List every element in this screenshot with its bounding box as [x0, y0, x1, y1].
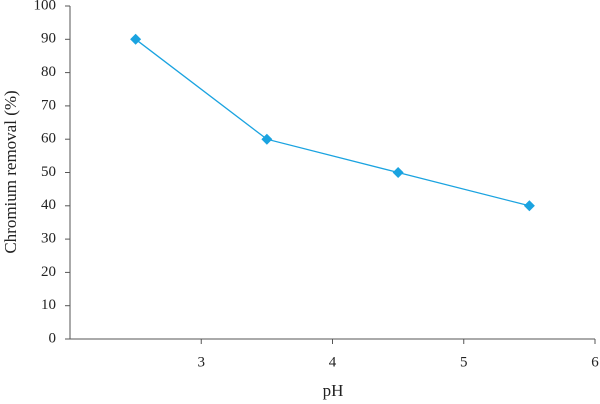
x-tick-label: 5	[460, 354, 468, 370]
y-tick-label: 10	[41, 297, 56, 313]
x-tick-label: 3	[198, 354, 206, 370]
data-point	[130, 33, 142, 45]
x-axis-label: pH	[323, 381, 344, 400]
data-point	[261, 133, 273, 145]
data-line	[135, 38, 530, 207]
y-tick-label: 70	[41, 97, 56, 113]
y-tick-label: 60	[41, 131, 56, 147]
y-axis-label: Chromium removal (%)	[1, 90, 20, 253]
y-tick-label: 50	[41, 164, 56, 180]
y-tick-label: 90	[41, 31, 56, 47]
y-tick-label: 0	[49, 330, 57, 346]
data-point	[523, 200, 535, 212]
y-tick-label: 80	[41, 64, 56, 80]
y-tick-label: 20	[41, 264, 56, 280]
x-tick-label: 4	[329, 354, 337, 370]
x-tick-label: 6	[591, 354, 599, 370]
y-tick-label: 30	[41, 231, 56, 247]
data-point	[392, 167, 404, 178]
y-tick-label: 40	[41, 197, 56, 213]
y-tick-label: 100	[34, 0, 57, 13]
